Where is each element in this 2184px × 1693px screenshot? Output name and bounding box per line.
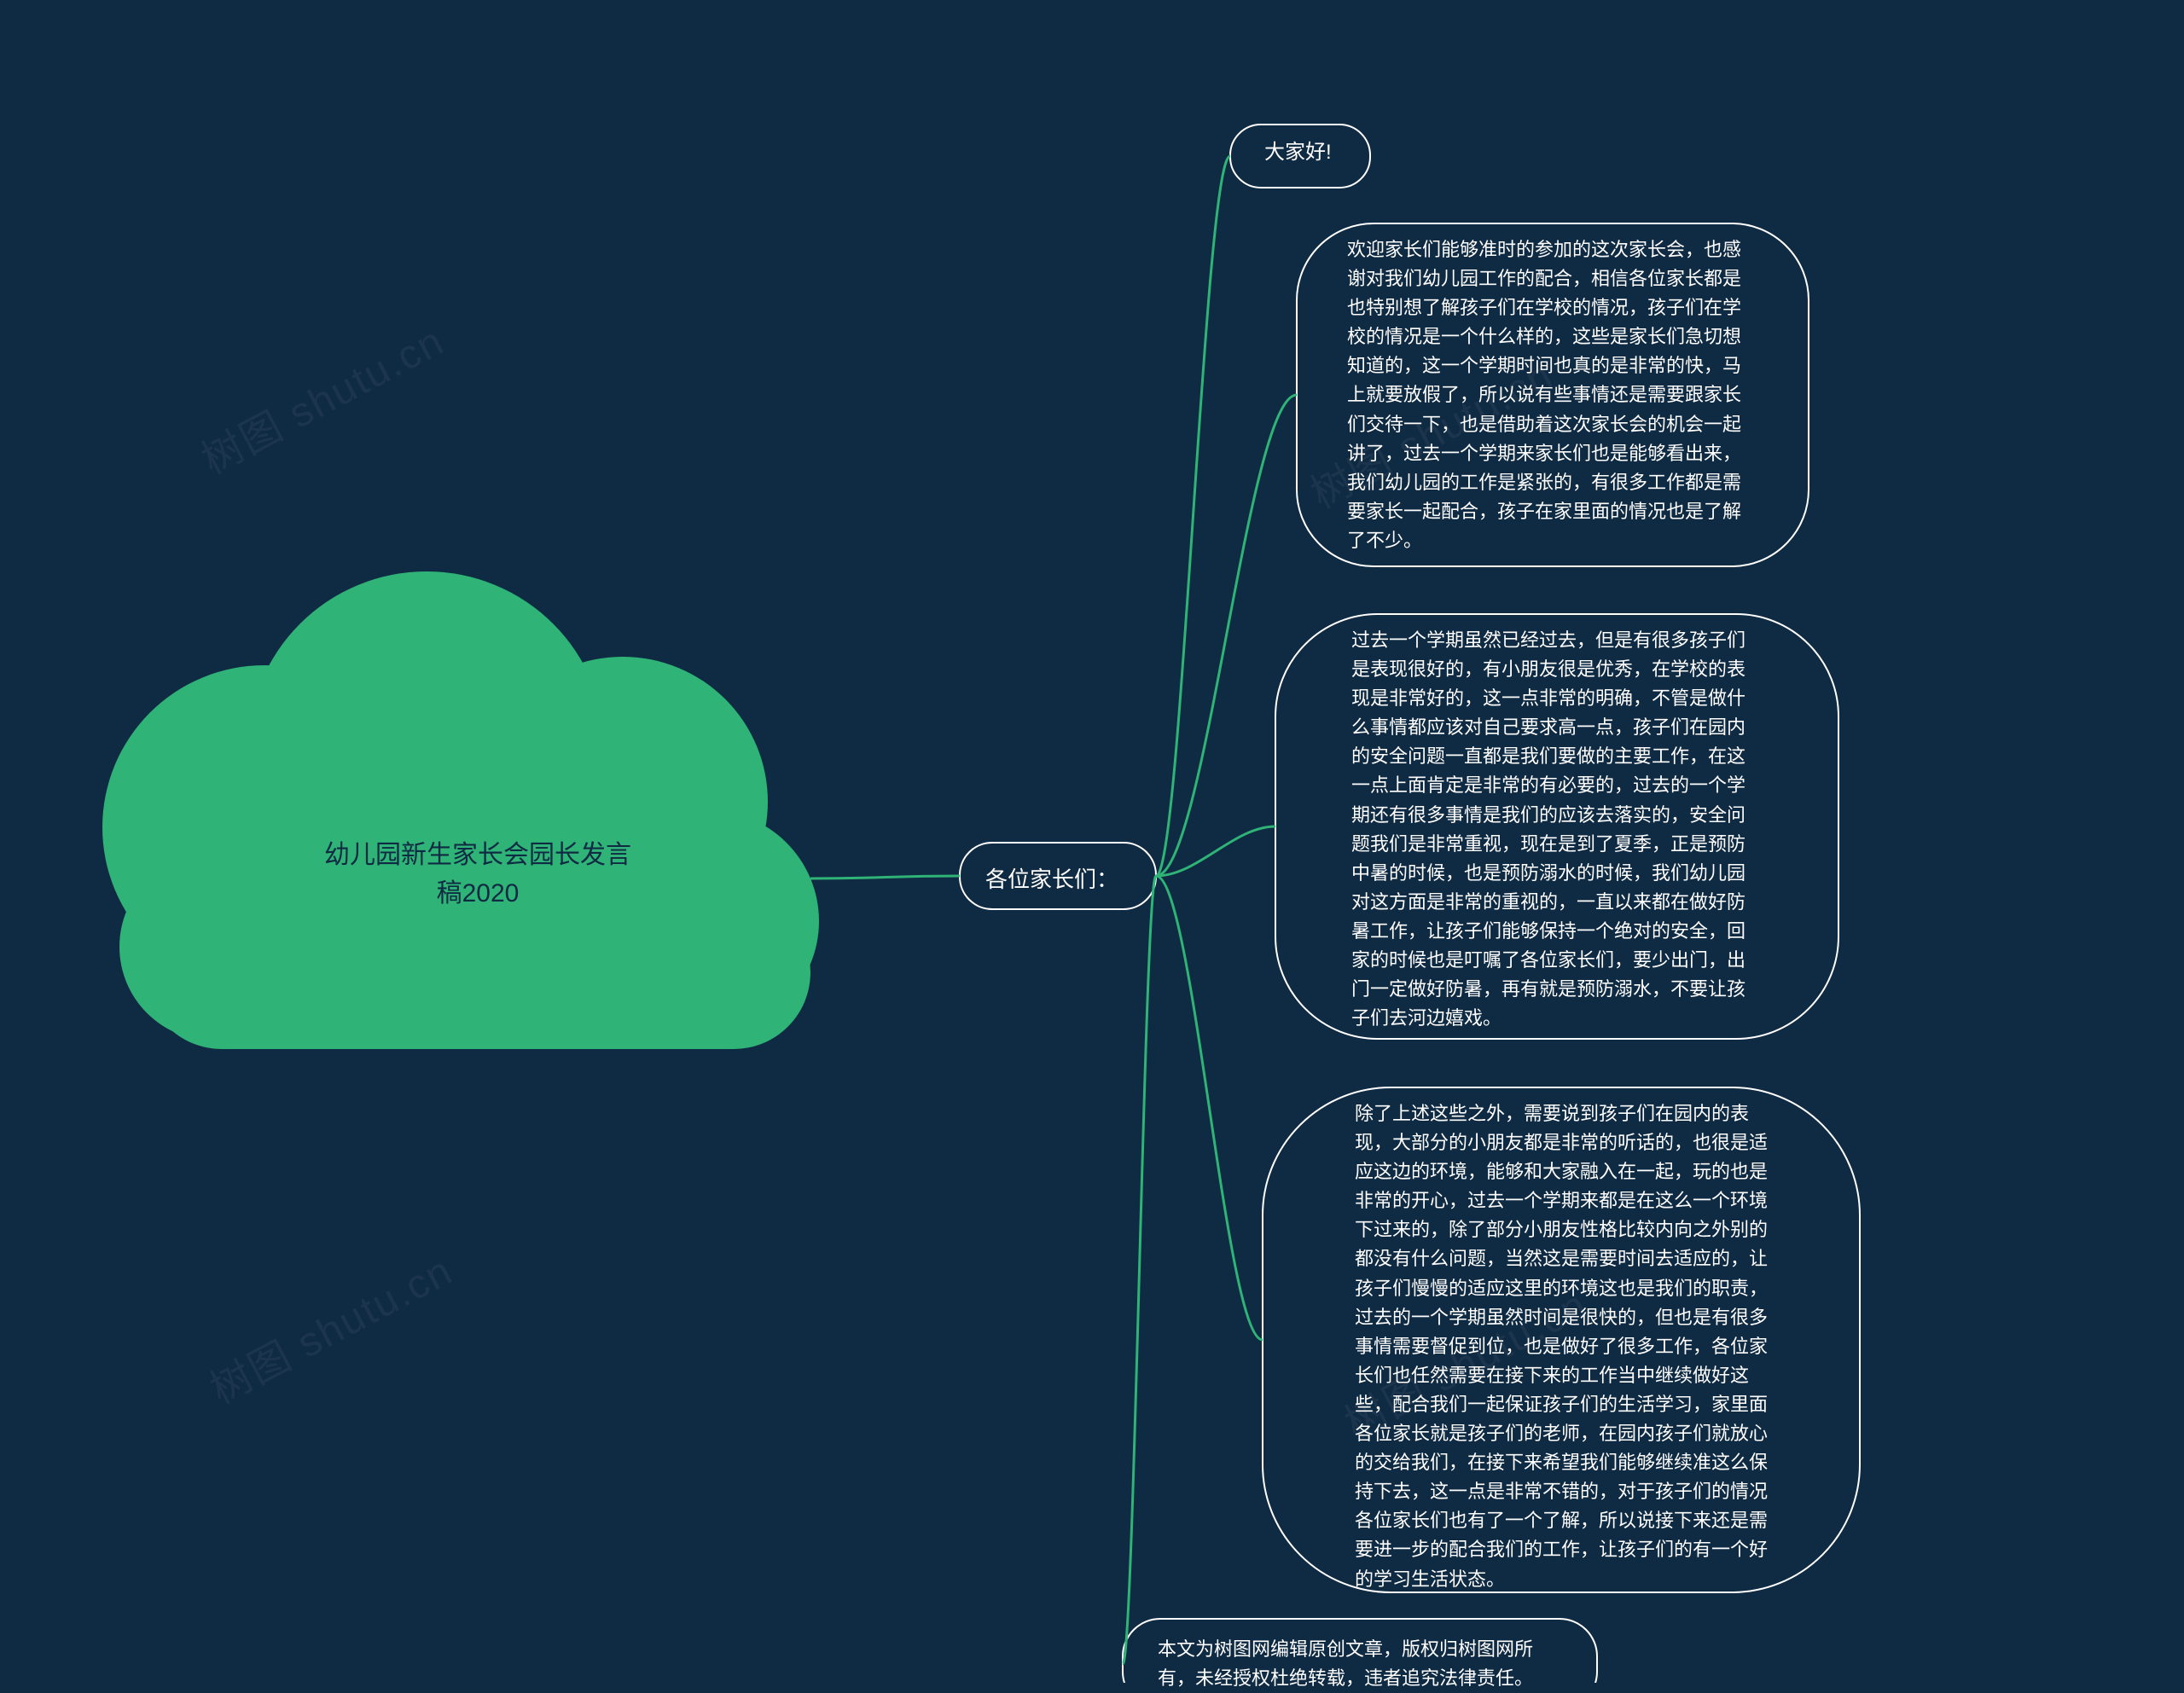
leaf-node-text: 过去一个学期虽然已经过去，但是有很多孩子们是表现很好的，有小朋友很是优秀，在学校… [1351, 626, 1763, 1033]
leaf-node-text: 除了上述这些之外，需要说到孩子们在园内的表现，大部分的小朋友都是非常的听话的，也… [1355, 1099, 1768, 1594]
leaf-node-text: 欢迎家长们能够准时的参加的这次家长会，也感谢对我们幼儿园工作的配合，相信各位家长… [1347, 235, 1758, 555]
leaf-node-text: 本文为树图网编辑原创文章，版权归树图网所有，未经授权杜绝转载，违者追究法律责任。 [1158, 1635, 1562, 1693]
root-node-label: 幼儿园新生家长会园长发言稿2020 [324, 836, 631, 913]
mid-node-label: 各位家长们： [985, 862, 1118, 894]
leaf-node-text: 大家好! [1264, 136, 1336, 168]
